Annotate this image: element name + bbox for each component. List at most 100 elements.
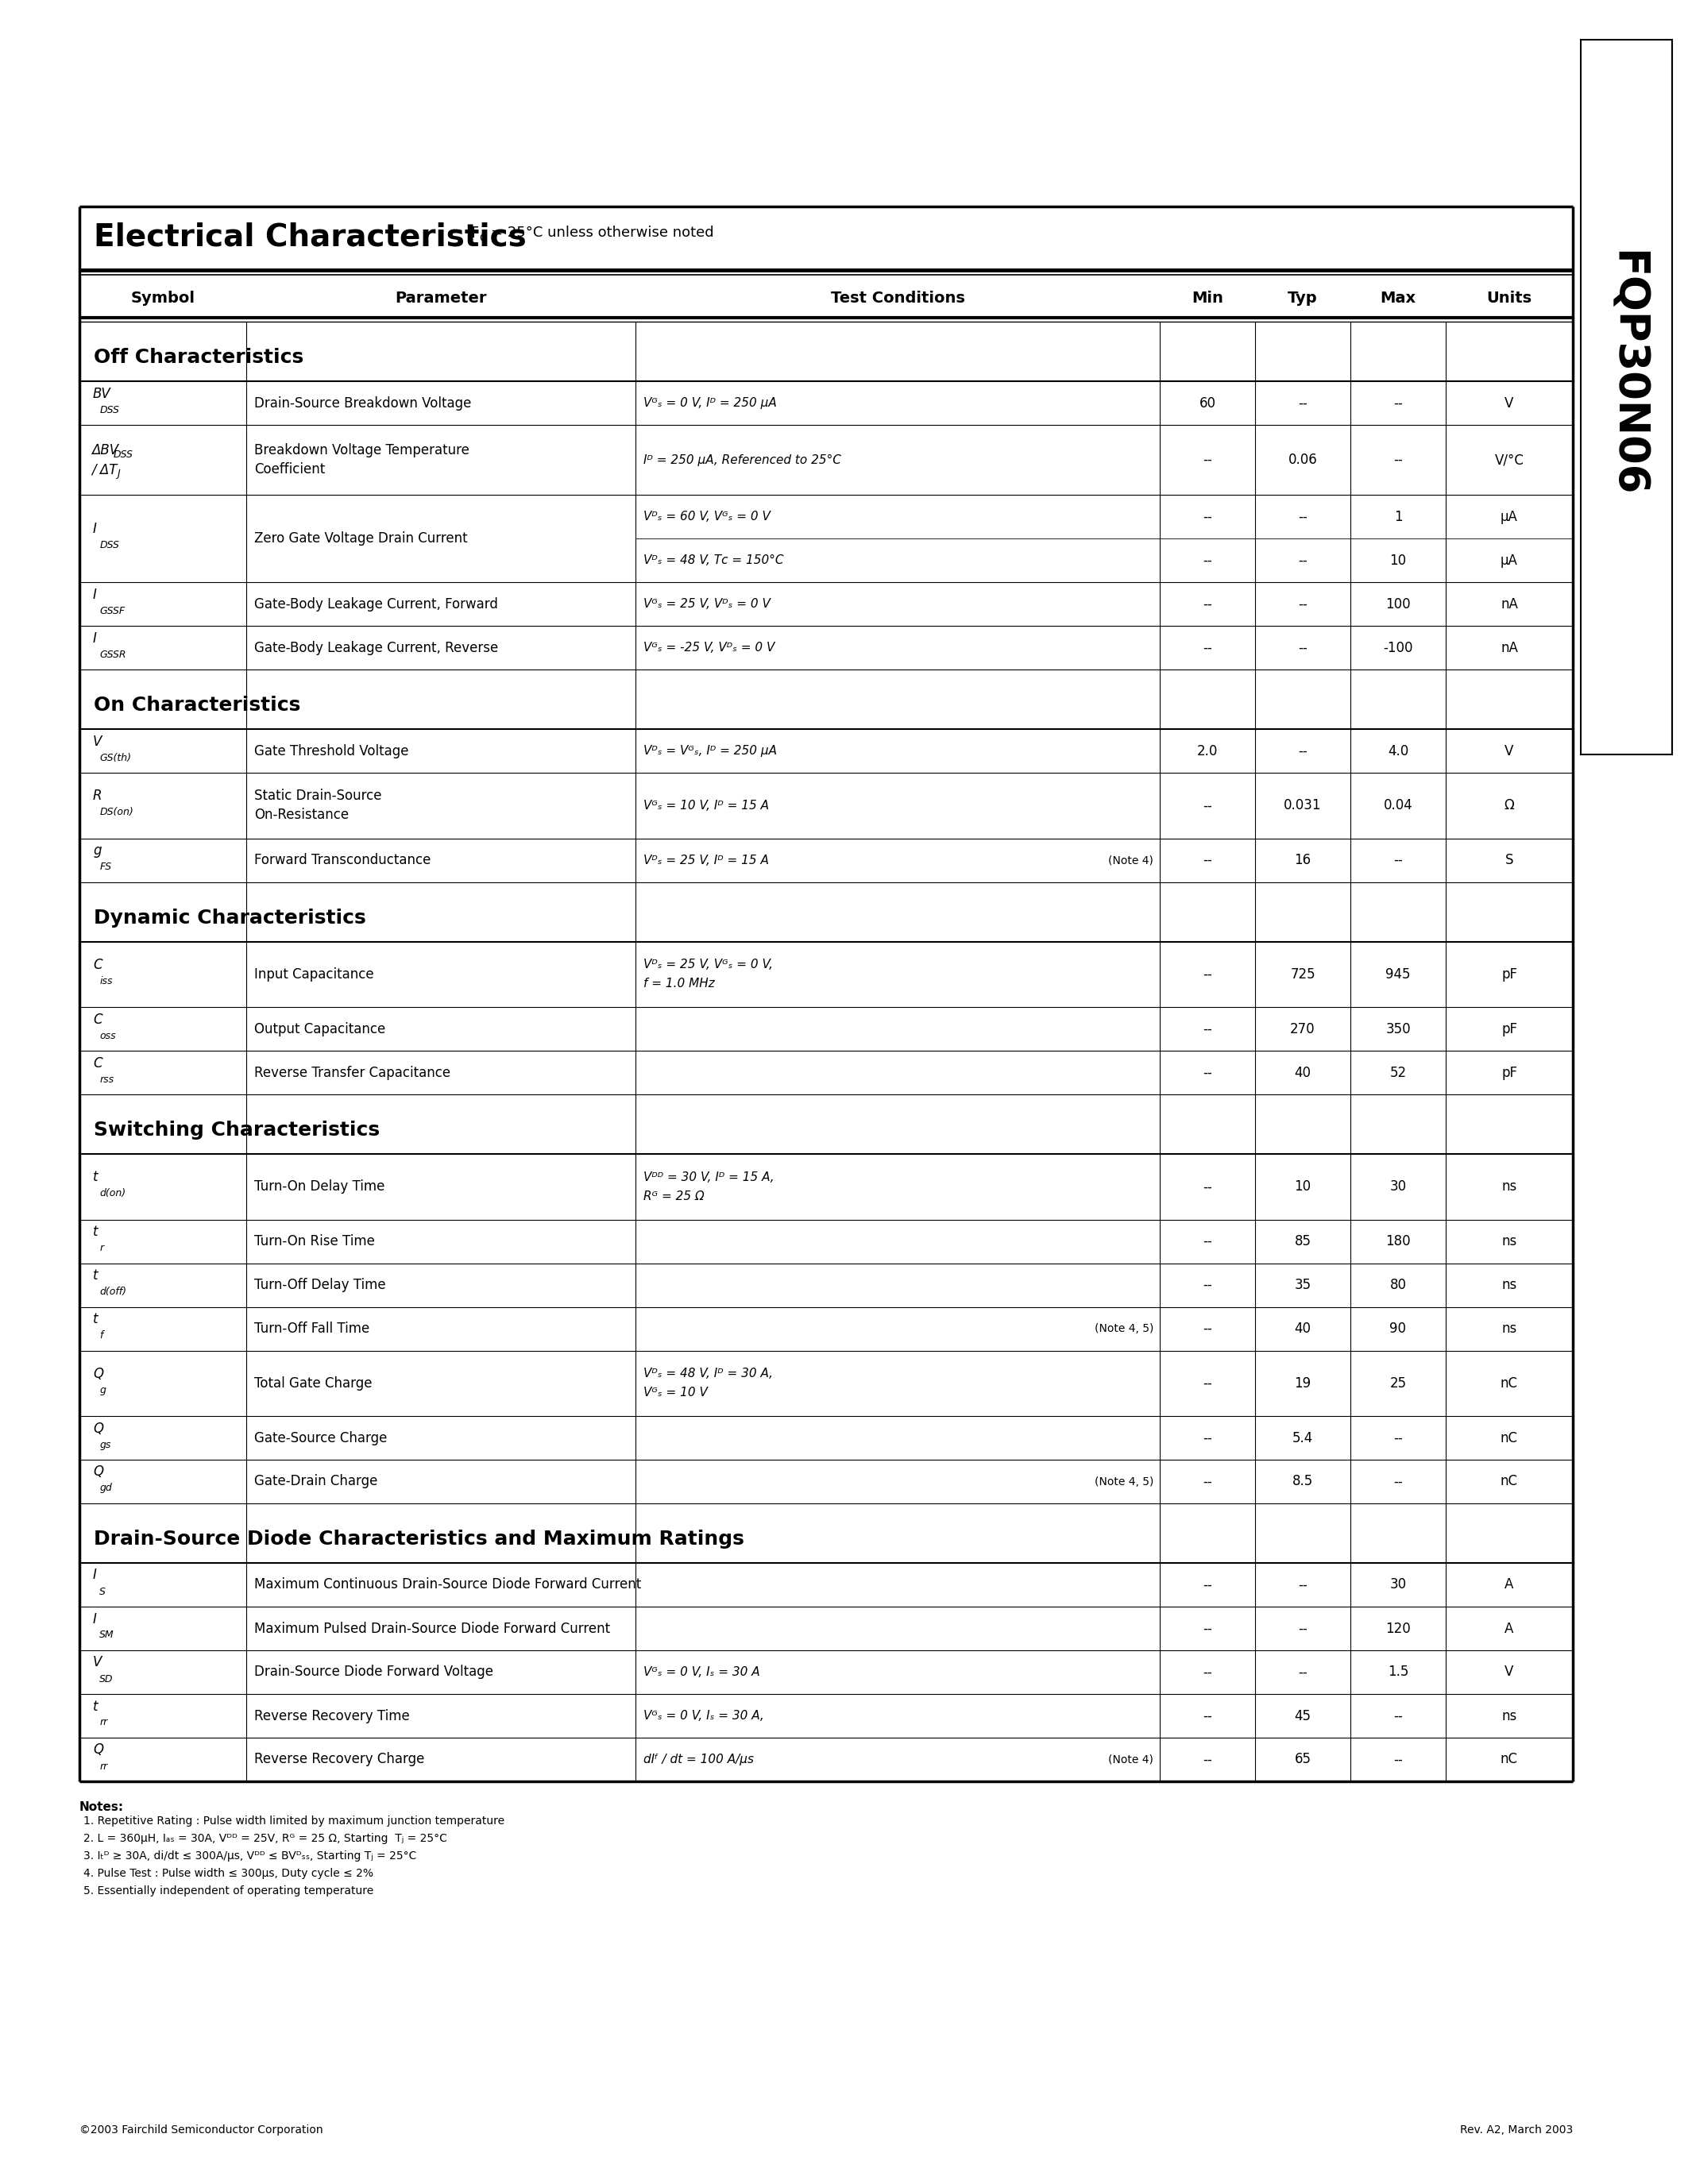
Text: --: -- xyxy=(1298,1664,1308,1679)
Text: Q: Q xyxy=(93,1743,103,1758)
Text: pF: pF xyxy=(1501,968,1518,981)
Text: Breakdown Voltage Temperature: Breakdown Voltage Temperature xyxy=(255,443,469,456)
Text: --: -- xyxy=(1204,509,1212,524)
Text: 80: 80 xyxy=(1389,1278,1406,1293)
Text: Parameter: Parameter xyxy=(395,290,486,306)
Text: Vᴰₛ = 25 V, Iᴰ = 15 A: Vᴰₛ = 25 V, Iᴰ = 15 A xyxy=(643,854,768,867)
Text: 120: 120 xyxy=(1386,1621,1411,1636)
Text: gs: gs xyxy=(100,1439,111,1450)
Text: pF: pF xyxy=(1501,1022,1518,1035)
Text: dIᶠ / dt = 100 A/μs: dIᶠ / dt = 100 A/μs xyxy=(643,1754,755,1765)
Text: 8.5: 8.5 xyxy=(1293,1474,1313,1489)
Text: Input Capacitance: Input Capacitance xyxy=(255,968,373,981)
Text: --: -- xyxy=(1204,1664,1212,1679)
Text: I: I xyxy=(93,631,96,644)
Text: ©2003 Fairchild Semiconductor Corporation: ©2003 Fairchild Semiconductor Corporatio… xyxy=(79,2125,322,2136)
Text: ΔBV: ΔBV xyxy=(91,443,118,456)
Text: ns: ns xyxy=(1502,1179,1518,1195)
Text: --: -- xyxy=(1204,1708,1212,1723)
Text: Vᴳₛ = 25 V, Vᴰₛ = 0 V: Vᴳₛ = 25 V, Vᴰₛ = 0 V xyxy=(643,598,770,609)
Text: 0.06: 0.06 xyxy=(1288,452,1317,467)
Text: Turn-Off Delay Time: Turn-Off Delay Time xyxy=(255,1278,387,1293)
Text: 945: 945 xyxy=(1386,968,1411,981)
Text: 40: 40 xyxy=(1295,1066,1312,1079)
Text: FQP30N06: FQP30N06 xyxy=(1605,249,1647,496)
Text: Turn-On Rise Time: Turn-On Rise Time xyxy=(255,1234,375,1249)
Text: r: r xyxy=(100,1243,103,1254)
Text: --: -- xyxy=(1204,1376,1212,1391)
Text: Vᴰₛ = Vᴳₛ, Iᴰ = 250 μA: Vᴰₛ = Vᴳₛ, Iᴰ = 250 μA xyxy=(643,745,776,758)
Text: Vᴰₛ = 25 V, Vᴳₛ = 0 V,: Vᴰₛ = 25 V, Vᴳₛ = 0 V, xyxy=(643,959,773,970)
Text: --: -- xyxy=(1393,1474,1403,1489)
Text: pF: pF xyxy=(1501,1066,1518,1079)
Text: 4.0: 4.0 xyxy=(1388,745,1408,758)
Text: Vᴰᴰ = 30 V, Iᴰ = 15 A,: Vᴰᴰ = 30 V, Iᴰ = 15 A, xyxy=(643,1171,775,1184)
Text: Turn-Off Fall Time: Turn-Off Fall Time xyxy=(255,1321,370,1337)
Text: Drain-Source Breakdown Voltage: Drain-Source Breakdown Voltage xyxy=(255,395,471,411)
Text: Vᴳₛ = 0 V, Iₛ = 30 A: Vᴳₛ = 0 V, Iₛ = 30 A xyxy=(643,1666,760,1677)
Text: Drain-Source Diode Characteristics and Maximum Ratings: Drain-Source Diode Characteristics and M… xyxy=(95,1529,744,1548)
Text: SM: SM xyxy=(100,1629,115,1640)
Text: (Note 4, 5): (Note 4, 5) xyxy=(1094,1476,1153,1487)
Text: Vᴳₛ = 10 V, Iᴰ = 15 A: Vᴳₛ = 10 V, Iᴰ = 15 A xyxy=(643,799,770,812)
Text: --: -- xyxy=(1204,799,1212,812)
Text: --: -- xyxy=(1298,1621,1308,1636)
Text: d(off): d(off) xyxy=(100,1286,127,1297)
Text: --: -- xyxy=(1204,968,1212,981)
Text: Reverse Recovery Charge: Reverse Recovery Charge xyxy=(255,1752,424,1767)
Text: 52: 52 xyxy=(1389,1066,1406,1079)
Text: --: -- xyxy=(1298,553,1308,568)
Text: FS: FS xyxy=(100,863,111,871)
Text: Typ: Typ xyxy=(1288,290,1318,306)
Text: V/°C: V/°C xyxy=(1494,452,1524,467)
Text: (Note 4): (Note 4) xyxy=(1109,854,1153,865)
Text: S: S xyxy=(100,1586,106,1597)
Text: DS(on): DS(on) xyxy=(100,808,133,817)
Text: BV: BV xyxy=(93,387,111,400)
Text: 0.04: 0.04 xyxy=(1384,799,1413,812)
Text: μA: μA xyxy=(1501,553,1518,568)
Text: Q: Q xyxy=(93,1422,103,1435)
Text: --: -- xyxy=(1393,1708,1403,1723)
Text: 45: 45 xyxy=(1295,1708,1312,1723)
Text: Total Gate Charge: Total Gate Charge xyxy=(255,1376,371,1391)
Text: Q: Q xyxy=(93,1465,103,1479)
Text: Forward Transconductance: Forward Transconductance xyxy=(255,854,430,867)
Text: 2. L = 360μH, Iₐₛ = 30A, Vᴰᴰ = 25V, Rᴳ = 25 Ω, Starting  Tⱼ = 25°C: 2. L = 360μH, Iₐₛ = 30A, Vᴰᴰ = 25V, Rᴳ =… xyxy=(83,1832,447,1843)
Text: --: -- xyxy=(1393,1752,1403,1767)
Text: --: -- xyxy=(1393,395,1403,411)
Text: Off Characteristics: Off Characteristics xyxy=(95,347,304,367)
Text: --: -- xyxy=(1204,1431,1212,1446)
Text: --: -- xyxy=(1204,1066,1212,1079)
Text: 5.4: 5.4 xyxy=(1293,1431,1313,1446)
Text: --: -- xyxy=(1204,1321,1212,1337)
Text: 90: 90 xyxy=(1389,1321,1406,1337)
Text: gd: gd xyxy=(100,1483,111,1494)
Text: Rᴳ = 25 Ω: Rᴳ = 25 Ω xyxy=(643,1190,704,1201)
Text: C: C xyxy=(93,1055,103,1070)
Text: C: C xyxy=(93,957,103,972)
Text: = 25°C unless otherwise noted: = 25°C unless otherwise noted xyxy=(491,225,714,240)
Text: 35: 35 xyxy=(1295,1278,1312,1293)
Text: 25: 25 xyxy=(1389,1376,1406,1391)
Text: t: t xyxy=(93,1171,98,1184)
Text: Zero Gate Voltage Drain Current: Zero Gate Voltage Drain Current xyxy=(255,531,468,546)
Text: --: -- xyxy=(1204,1234,1212,1249)
Text: t: t xyxy=(93,1699,98,1714)
Text: Vᴰₛ = 48 V, Iᴰ = 30 A,: Vᴰₛ = 48 V, Iᴰ = 30 A, xyxy=(643,1367,773,1380)
Text: V: V xyxy=(1504,395,1514,411)
Text: --: -- xyxy=(1204,452,1212,467)
Text: --: -- xyxy=(1298,745,1308,758)
Text: Electrical Characteristics: Electrical Characteristics xyxy=(95,221,527,251)
Text: Gate-Body Leakage Current, Reverse: Gate-Body Leakage Current, Reverse xyxy=(255,640,498,655)
Text: ns: ns xyxy=(1502,1234,1518,1249)
Text: --: -- xyxy=(1204,1278,1212,1293)
Text: J: J xyxy=(116,467,120,478)
Text: nC: nC xyxy=(1501,1431,1518,1446)
Text: GS(th): GS(th) xyxy=(100,753,132,762)
Text: --: -- xyxy=(1393,452,1403,467)
Text: V: V xyxy=(1504,1664,1514,1679)
Text: Coefficient: Coefficient xyxy=(255,463,326,476)
Text: Vᴳₛ = 0 V, Iᴰ = 250 μA: Vᴳₛ = 0 V, Iᴰ = 250 μA xyxy=(643,397,776,408)
Text: ns: ns xyxy=(1502,1278,1518,1293)
